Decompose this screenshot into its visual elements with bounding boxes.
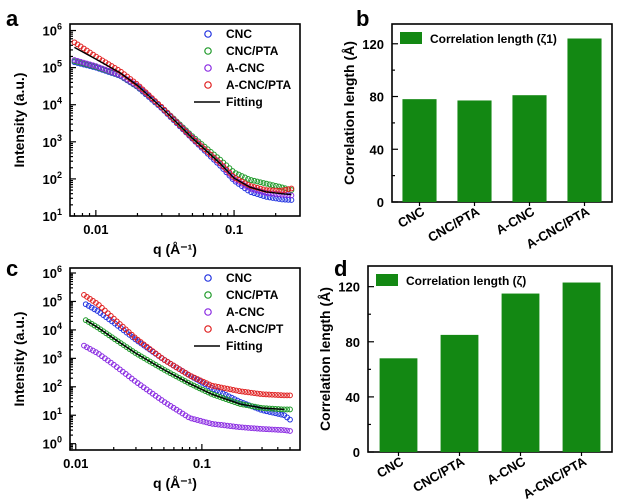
panel-d-bar-chart: 0 40 80 120 Correlation length (Å) CNC CNC/PTA… [317,266,612,500]
legend-marker-3 [205,326,211,332]
legend-d: Correlation length (ζ) [376,274,526,288]
panel-letter-a: a [6,6,19,31]
y-tick-label-d-0: 0 [353,445,360,460]
data-point [288,407,293,412]
y-tick-label-a-0: 101 [43,207,62,224]
legend-label-b: Correlation length (ζ1) [430,32,557,46]
legend-label-fitting: Fitting [226,339,263,353]
bar-a-cnc [512,95,546,202]
legend-label-d: Correlation length (ζ) [406,274,526,288]
bar-a-cnc [502,294,540,452]
legend-swatch-d [376,274,398,286]
legend-swatch-b [400,32,422,44]
x-tick-label-a-0: 0.01 [83,222,108,237]
bar-cnc [380,358,418,452]
y-tick-label-b-3: 120 [362,37,384,52]
x-tick-label-b-1: CNC/PTA [425,203,482,245]
panel-a-saxs-plot: 101 102 103 104 105 106 0.01 0.1 q (Å⁻¹) Intensit… [11,22,300,257]
y-tick-label-c-0: 100 [43,435,62,452]
legend-b: Correlation length (ζ1) [400,32,557,46]
legend-marker-0 [205,275,211,281]
series-a-cnc [82,343,293,433]
y-tick-label-b-2: 80 [370,90,384,105]
y-axis-label-c: Intensity (a.u.) [11,312,27,407]
y-tick-label-c-3: 103 [43,349,62,366]
data-point [102,308,107,313]
y-tick-label-c-2: 102 [43,378,62,395]
legend-marker-2 [205,65,211,71]
legend-label-1: CNC/PTA [226,44,279,58]
y-tick-label-c-1: 101 [43,406,62,423]
x-tick-label-c-1: 0.1 [193,456,211,471]
y-axis-label-a: Intensity (a.u.) [11,73,27,168]
x-tick-label-c-0: 0.01 [63,456,88,471]
y-tick-label-d-1: 40 [346,390,360,405]
legend-label-3: A-CNC/PT [226,322,284,336]
y-tick-label-a-2: 103 [43,133,62,150]
panel-b-bar-chart: 0 40 80 120 Correlation length (Å) CNCCNC/PTA… [341,24,612,252]
y-tick-label-a-5: 106 [43,22,62,39]
legend-label-3: A-CNC/PTA [226,78,291,92]
legend-marker-1 [205,292,211,298]
x-tick-label-a-1: 0.1 [225,222,243,237]
legend-label-2: A-CNC [226,305,265,319]
x-tick-label-d-3: A-CNC/PTA [520,453,589,500]
legend-marker-2 [205,309,211,315]
legend-label-1: CNC/PTA [226,288,279,302]
y-tick-label-d-2: 80 [346,335,360,350]
panel-c-saxs-plot: 100 101 102 103 104 105 106 0.01 0.1 q (Å⁻¹) Inten… [11,264,300,491]
x-tick-label-b-3: A-CNC/PTA [523,203,592,252]
panel-letter-b: b [356,6,369,31]
legend-marker-0 [205,31,211,37]
y-axis-label-b: Correlation length (Å) [341,41,357,185]
x-tick-label-d-0: CNC [374,453,406,480]
y-tick-label-c-4: 104 [43,321,62,338]
y-tick-label-c-6: 106 [43,264,62,281]
y-tick-label-c-5: 105 [43,292,62,309]
legend-label-fitting: Fitting [226,95,263,109]
x-tick-label-d-1: CNC/PTA [410,453,467,495]
bar-a-cnc-pta [567,39,601,202]
legend-label-0: CNC [226,271,252,285]
x-axis-label-c: q (Å⁻¹) [153,475,197,491]
panel-letter-d: d [334,256,347,281]
data-point [99,305,104,310]
data-point [288,429,293,434]
bar-cnc [402,99,436,202]
bar-cnc-pta [441,335,479,452]
x-tick-label-b-0: CNC [395,203,427,230]
y-tick-label-b-1: 40 [370,142,384,157]
legend-label-2: A-CNC [226,61,265,75]
bar-a-cnc-pta [563,283,601,452]
x-tick-label-d-2: A-CNC [484,453,528,487]
y-tick-label-a-4: 105 [43,59,62,76]
legend-marker-3 [205,82,211,88]
x-axis-label-a: q (Å⁻¹) [153,241,197,257]
legend-marker-1 [205,48,211,54]
x-tick-label-b-2: A-CNC [493,203,537,237]
legend-label-0: CNC [226,27,252,41]
panel-letter-c: c [6,256,18,281]
data-point [288,393,293,398]
data-point [289,198,294,203]
bar-cnc-pta [457,100,491,202]
legend-c: CNC CNC/PTA A-CNC A-CNC/PT Fitting [194,271,284,353]
y-axis-label-d: Correlation length (Å) [317,287,333,431]
y-tick-label-d-3: 120 [338,280,360,295]
legend-a: CNC CNC/PTA A-CNC A-CNC/PTA Fitting [194,27,291,109]
y-tick-label-a-3: 104 [43,96,62,113]
y-tick-label-a-1: 102 [43,170,62,187]
y-tick-label-b-0: 0 [377,195,384,210]
